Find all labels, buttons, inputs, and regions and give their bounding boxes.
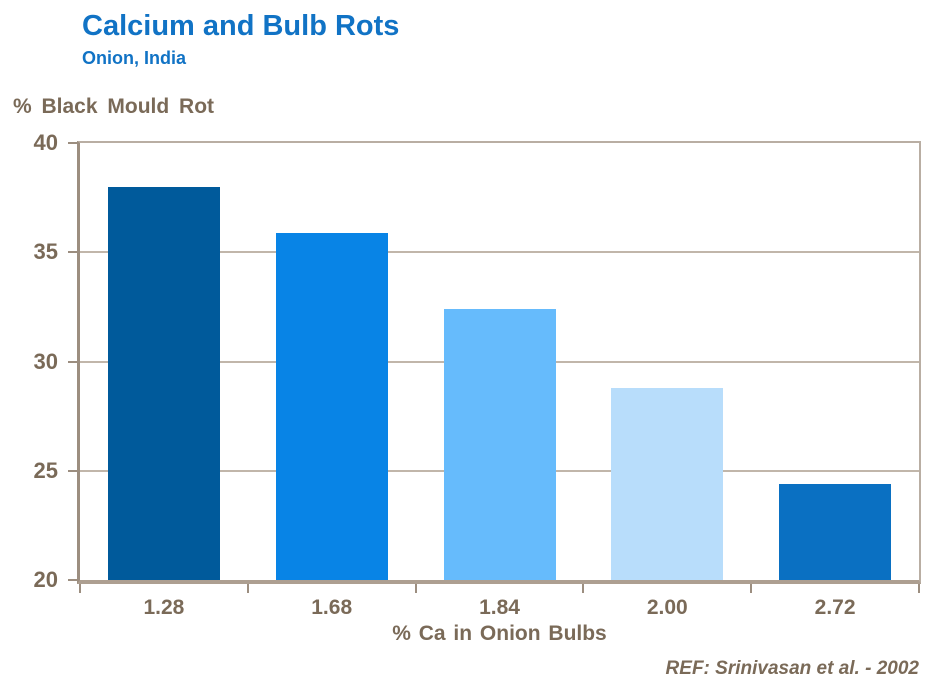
x-tick-label: 1.68 bbox=[311, 596, 353, 619]
reference-note: REF: Srinivasan et al. - 2002 bbox=[665, 658, 919, 679]
x-tick-mark bbox=[750, 584, 753, 593]
y-tick-mark bbox=[68, 469, 77, 472]
plot-area bbox=[77, 141, 921, 584]
bar-1.28 bbox=[107, 186, 220, 580]
gridline bbox=[80, 251, 919, 254]
chart-subtitle: Onion, India bbox=[82, 48, 186, 68]
x-tick-mark bbox=[414, 584, 417, 593]
x-tick-label: 2.00 bbox=[646, 596, 688, 619]
y-tick-label: 35 bbox=[33, 239, 58, 265]
chart-title: Calcium and Bulb Rots bbox=[82, 10, 400, 42]
x-tick-mark bbox=[918, 584, 920, 593]
x-tick-mark bbox=[79, 584, 81, 593]
y-tick-mark bbox=[68, 251, 77, 254]
x-tick-label: 1.28 bbox=[143, 596, 185, 619]
x-axis-title: % Ca in Onion Bulbs bbox=[392, 622, 607, 645]
x-tick-label: 1.84 bbox=[479, 596, 520, 619]
y-axis-title: % Black Mould Rot bbox=[13, 95, 215, 118]
y-tick-mark bbox=[68, 142, 77, 144]
y-tick-label: 40 bbox=[33, 130, 58, 155]
x-tick-mark bbox=[582, 584, 585, 593]
bar-2.00 bbox=[611, 387, 724, 580]
y-tick-mark bbox=[68, 579, 77, 581]
y-tick-label: 30 bbox=[33, 348, 58, 374]
bar-1.84 bbox=[443, 309, 556, 580]
bar-1.68 bbox=[275, 232, 388, 580]
y-tick-mark bbox=[68, 360, 77, 363]
y-tick-label: 20 bbox=[33, 567, 58, 592]
x-tick-mark bbox=[246, 584, 249, 593]
bar-2.72 bbox=[779, 483, 892, 580]
x-tick-label: 2.72 bbox=[814, 596, 856, 619]
y-tick-label: 25 bbox=[33, 457, 58, 483]
